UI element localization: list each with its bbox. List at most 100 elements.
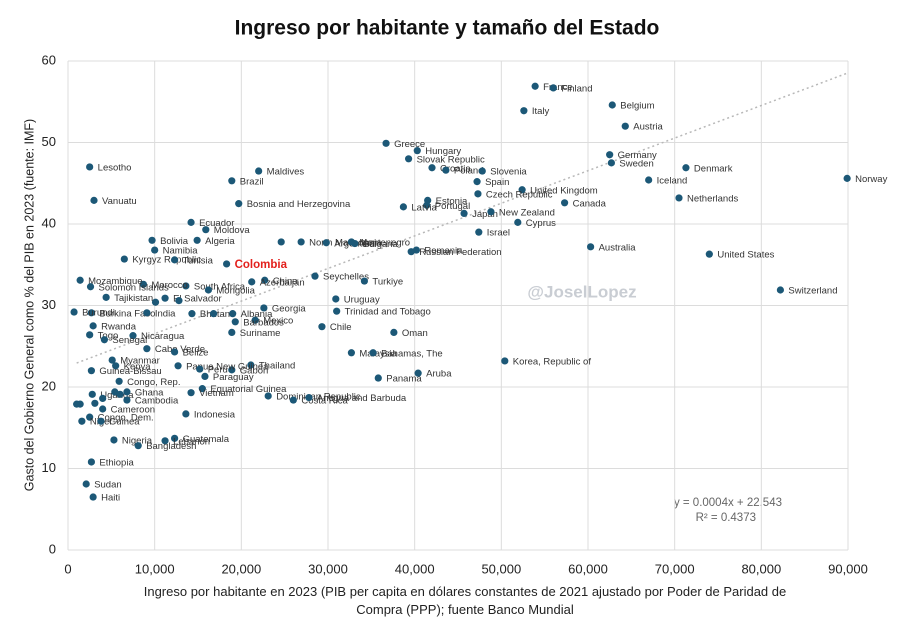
point: [196, 365, 204, 373]
x-tick-label: 20,000: [221, 561, 261, 576]
point: [100, 336, 108, 344]
point: [89, 493, 97, 501]
point-label: Finland: [561, 83, 592, 94]
point-label: Dominican Republic: [276, 391, 361, 402]
point-label: Kenya: [124, 361, 152, 372]
point-label: Latvia: [411, 202, 437, 213]
point-label: Solomon Islands: [99, 282, 169, 293]
point-label: Burundi: [82, 308, 115, 319]
point: [204, 286, 212, 294]
point-label: Greece: [394, 139, 425, 150]
point: [112, 362, 120, 370]
point: [318, 323, 326, 331]
point-label: Cameroon: [111, 405, 155, 416]
point: [228, 177, 236, 185]
point: [88, 390, 96, 398]
point: [460, 209, 468, 218]
point-label: Morocco: [151, 280, 187, 291]
x-tick-label: 30,000: [308, 561, 348, 576]
point: [413, 147, 421, 155]
point: [478, 167, 486, 175]
point: [161, 437, 169, 445]
point-label: Congo, Rep.: [127, 377, 180, 388]
point: [116, 390, 124, 398]
point: [187, 389, 195, 397]
point-label: Antigua and Barbuda: [317, 393, 407, 404]
point: [90, 196, 98, 204]
point: [87, 309, 95, 317]
point-label: Austria: [633, 122, 663, 133]
point-label: Peru: [208, 365, 228, 376]
point: [606, 151, 614, 159]
point-label: Bolivia: [160, 236, 189, 247]
point-label: Seychelles: [323, 272, 369, 283]
point-label: Kyrgyz Republic: [132, 255, 201, 266]
point: [414, 369, 422, 377]
point: [360, 277, 368, 285]
point: [86, 283, 95, 291]
point: [231, 318, 239, 326]
point: [171, 256, 179, 264]
point-label: Lesotho: [98, 162, 132, 173]
point-label: Lebanon: [173, 436, 210, 447]
point: [86, 163, 94, 171]
point-label: Sweden: [619, 158, 653, 169]
point: [776, 286, 785, 294]
point-label: Malaysia: [359, 348, 397, 359]
point-label: Spain: [485, 177, 509, 188]
point: [134, 442, 142, 450]
point: [423, 201, 431, 209]
point: [549, 84, 557, 92]
point: [187, 218, 195, 226]
point: [621, 122, 629, 130]
point: [251, 316, 259, 324]
point: [123, 396, 131, 404]
point-label: Namibia: [163, 246, 199, 257]
y-tick-label: 50: [42, 134, 56, 149]
point-label: Cyprus: [526, 218, 556, 229]
point-label: Gabon: [240, 365, 269, 376]
point-label: Nigeria: [122, 435, 153, 446]
point-label: Chile: [330, 322, 352, 333]
point: [247, 361, 255, 369]
point: [264, 392, 272, 400]
point-label: Maldives: [267, 167, 305, 178]
point: [248, 278, 256, 286]
point: [228, 328, 236, 336]
point-label: Bosnia and Herzegovina: [247, 199, 351, 210]
point-label: Mexico: [263, 316, 293, 327]
x-tick-label: 50,000: [481, 561, 521, 576]
trendline: [76, 72, 849, 364]
point-label: Czech Republic: [486, 189, 553, 200]
point-label: Vietnam: [199, 388, 234, 399]
point-label: Belgium: [620, 101, 654, 112]
point: [260, 304, 268, 312]
point-label: Paraguay: [213, 372, 254, 383]
point-label: Indonesia: [194, 409, 236, 420]
point: [277, 238, 285, 246]
point: [587, 243, 595, 251]
point: [487, 208, 495, 216]
point-label: Australia: [599, 242, 637, 253]
point: [108, 356, 116, 364]
point-label: Montenegro: [359, 237, 410, 248]
point: [102, 293, 110, 301]
x-tick-label: 80,000: [741, 561, 781, 576]
point: [182, 410, 190, 418]
point-label: Ethiopia: [99, 457, 134, 468]
point: [608, 101, 616, 109]
point: [531, 82, 539, 90]
point: [76, 400, 84, 408]
point: [297, 238, 305, 246]
x-tick-label: 10,000: [135, 561, 175, 576]
point: [86, 413, 94, 421]
x-tick-label: 90,000: [828, 561, 868, 576]
point-label: Burkina Faso: [99, 308, 155, 319]
point: [70, 308, 78, 316]
point-label: Papua New Guinea: [186, 361, 269, 372]
point: [369, 349, 377, 357]
point: [474, 190, 482, 198]
point-label: Trinidad and Tobago: [345, 307, 431, 318]
watermark: @JoselLopez: [527, 282, 636, 301]
